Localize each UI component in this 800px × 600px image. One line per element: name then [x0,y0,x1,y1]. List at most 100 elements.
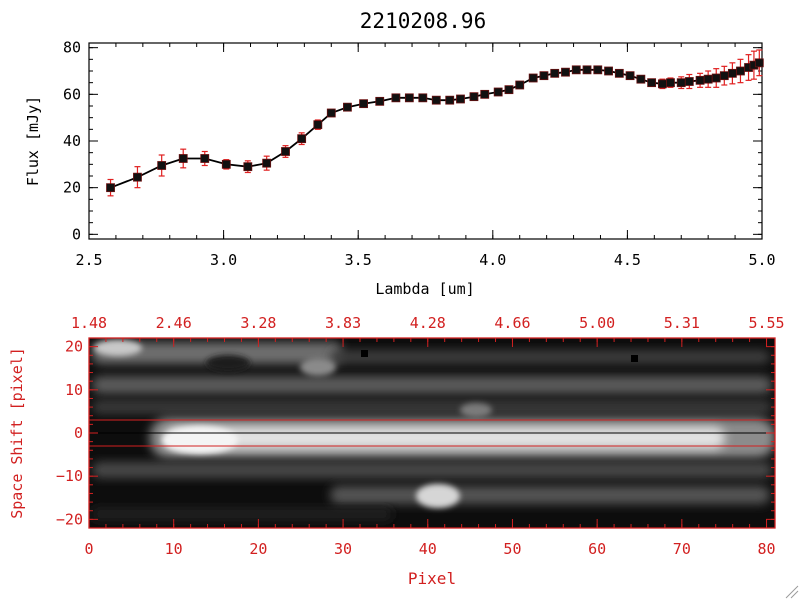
data-point-marker [313,120,323,130]
data-point-marker [326,108,336,118]
data-point-marker [157,161,167,170]
wavelength-tick-label: 5.31 [664,314,700,332]
wavelength-tick-label: 1.48 [71,314,107,332]
shift-tick-label: −10 [56,467,83,485]
data-point-marker [343,102,352,112]
image-blob [162,426,238,454]
image-band [92,508,392,520]
pixel-axis-label: Pixel [408,569,456,588]
data-point-marker [647,78,657,88]
wavelength-tick-label: 2.46 [156,314,192,332]
pixel-tick-label: 10 [165,540,183,558]
data-point-marker [604,66,613,76]
flux-series [106,49,764,197]
image-band [92,342,342,364]
y-tick-label: 0 [72,225,81,243]
pixel-tick-label: 20 [249,540,267,558]
pixel-tick-label: 70 [673,540,691,558]
space-shift-axis-label: Space Shift [pixel] [8,347,26,519]
data-point-marker [515,80,525,90]
flux-y-axis-label: Flux [mJy] [24,96,42,186]
data-point-marker [469,92,479,102]
data-point-marker [281,147,290,156]
chart-title: 2210208.96 [360,9,486,33]
flux-plot-frame [88,42,763,240]
data-point-marker [528,73,538,83]
pixel-tick-label: 40 [419,540,437,558]
image-band [92,376,772,394]
data-point-marker [614,68,624,78]
resize-grip-icon[interactable] [785,585,799,599]
data-point-marker [375,96,385,106]
data-point-marker [221,159,231,169]
data-point-marker [703,74,713,84]
x-tick-label: 4.0 [479,251,506,269]
x-tick-label: 2.5 [75,251,102,269]
image-blob [300,358,336,376]
data-point-marker [391,93,401,103]
wavelength-tick-label: 3.28 [240,314,276,332]
y-tick-label: 80 [63,39,81,57]
data-point-marker [539,71,549,81]
data-point-marker [571,65,581,75]
pixel-tick-label: 60 [588,540,606,558]
image-blob [94,340,142,356]
image-band [330,350,770,364]
y-tick-label: 40 [63,132,81,150]
image-axis-ticks [88,337,775,529]
wavelength-tick-label: 4.66 [494,314,530,332]
spectrum-image [89,338,775,528]
pixel-tick-label: 50 [503,540,521,558]
image-band [330,486,770,504]
data-point-marker [445,95,455,105]
data-point-marker [736,66,745,76]
data-point-marker [106,183,115,193]
shift-tick-label: 0 [74,424,83,442]
data-point-marker [504,85,514,95]
data-point-marker [684,77,694,86]
data-point-marker [625,71,635,81]
bad-pixel [361,350,368,357]
data-point-marker [493,87,503,97]
data-point-marker [657,79,667,89]
flux-tick-labels: 2.5 3.0 3.5 4.0 4.5 5.0 0 20 40 60 80 [63,39,776,269]
y-tick-label: 20 [63,179,81,197]
data-point-marker [262,158,272,168]
flux-axis-ticks [88,43,763,239]
bad-pixel [631,355,638,362]
y-tick-label: 60 [63,85,81,103]
image-tick-labels: 0 10 20 30 40 50 60 70 80 1.48 2.46 3.28… [56,314,785,558]
extraction-aperture-lines [89,419,775,447]
x-tick-label: 3.0 [210,251,237,269]
data-point-marker [418,93,428,103]
wavelength-tick-label: 5.55 [748,314,784,332]
pixel-tick-label: 30 [334,540,352,558]
shift-tick-label: −20 [56,510,83,528]
image-blob [460,403,492,417]
x-tick-label: 3.5 [345,251,372,269]
image-blob [206,355,250,371]
data-point-marker [754,58,764,68]
data-point-marker [404,93,414,103]
data-point-marker [200,154,210,163]
flux-chart: 2210208.96 2.5 3.0 3.5 4.0 4.5 5.0 0 20 … [24,9,776,298]
data-point-marker [666,78,675,88]
data-point-marker [133,172,142,182]
data-point-marker [359,99,368,109]
data-point-marker [431,95,441,105]
wavelength-tick-label: 3.83 [325,314,361,332]
x-tick-label: 4.5 [614,251,641,269]
data-point-marker [695,75,705,85]
data-point-marker [178,154,188,163]
shift-tick-label: 10 [65,381,83,399]
data-point-marker [676,78,686,88]
spectrum-image-panel: 0 10 20 30 40 50 60 70 80 1.48 2.46 3.28… [8,314,785,588]
image-blob [416,484,460,508]
wavelength-tick-label: 5.00 [579,314,615,332]
data-point-marker [719,71,729,81]
pixel-tick-label: 80 [757,540,775,558]
x-tick-label: 5.0 [748,251,775,269]
data-point-marker [636,74,646,84]
pixel-tick-label: 0 [84,540,93,558]
